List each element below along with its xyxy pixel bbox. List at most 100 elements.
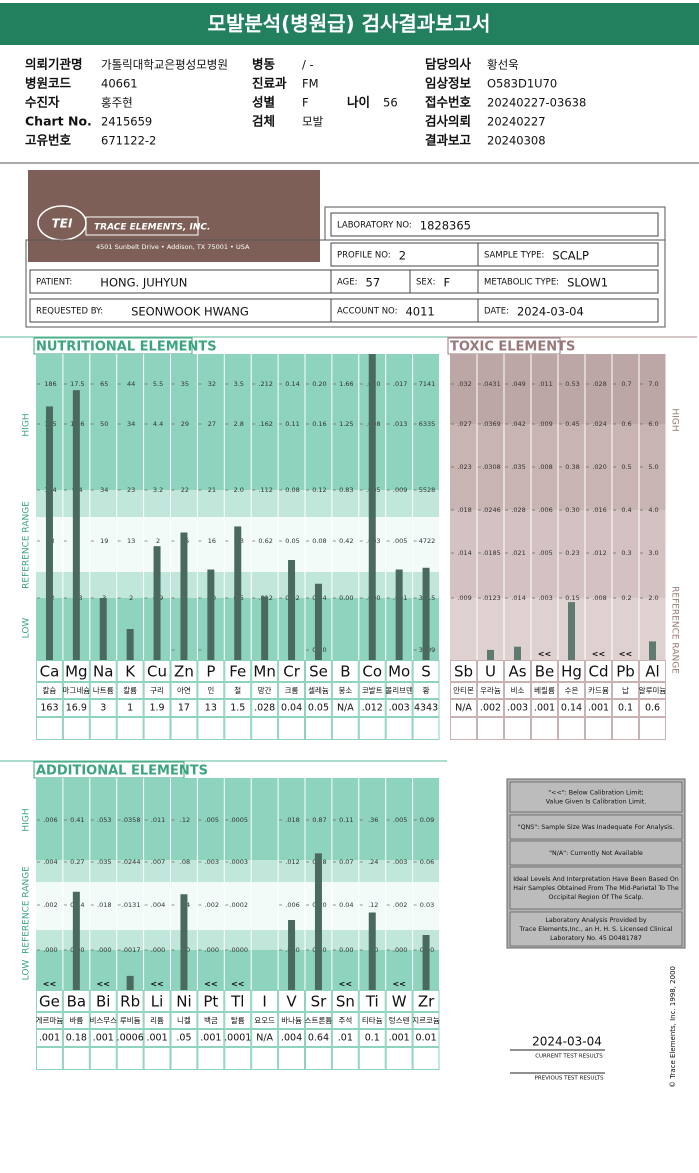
cell [612, 717, 639, 740]
element-name: 붕소 [338, 686, 352, 695]
scale-label: .032 [457, 380, 471, 388]
symbol: Pt [203, 993, 218, 1011]
cell [224, 682, 252, 699]
field-value: SLOW1 [567, 276, 608, 290]
bar [126, 975, 134, 990]
cell [504, 717, 531, 740]
scale-label: 6.0 [648, 420, 658, 428]
info-label: 의뢰기관명 [25, 57, 83, 72]
scale-label: 2.0 [234, 486, 244, 494]
section-title: TOXIC ELEMENTS [450, 340, 575, 355]
scale-label: 0.7 [621, 380, 631, 388]
scale-label: 0.53 [565, 380, 579, 388]
cell [170, 682, 198, 699]
cell [504, 699, 531, 717]
cell [412, 660, 440, 682]
patient-frame [25, 239, 666, 328]
scale-label: 22 [181, 486, 189, 494]
scale-label: 5.5 [153, 380, 163, 388]
scale-label: .0358 [122, 816, 141, 824]
symbol: Cr [283, 663, 300, 681]
info-value: 56 [383, 96, 398, 110]
scale-label: 0.38 [565, 463, 579, 471]
result: .012 [362, 703, 383, 714]
scale-label: .023 [457, 463, 471, 471]
cell [251, 699, 279, 717]
cell [639, 660, 666, 682]
lab-name-box [85, 216, 199, 236]
scale-label: .0005 [229, 816, 248, 824]
symbol: Tl [230, 993, 244, 1011]
result: .0001 [224, 1033, 251, 1044]
element-name: 알루미늄 [639, 686, 667, 695]
symbol: Rb [120, 993, 140, 1011]
cell [305, 1012, 332, 1029]
cell [143, 990, 171, 1012]
cell [224, 1047, 252, 1070]
bar [180, 894, 188, 990]
element-name: 나트륨 [93, 686, 114, 695]
symbol: Ti [365, 993, 379, 1011]
element-name: 크롬 [285, 686, 299, 695]
info-value: FM [302, 77, 319, 91]
scale-label: .000 [205, 946, 219, 954]
symbol: I [262, 993, 266, 1011]
symbol: Mn [253, 663, 275, 681]
cell [531, 717, 558, 740]
scale-label: .0002 [229, 901, 248, 909]
result: 0.1 [365, 1033, 380, 1044]
cell [358, 1029, 386, 1047]
field-label: AGE: [337, 278, 358, 288]
field-value: SCALP [552, 249, 589, 263]
cell [278, 1047, 306, 1070]
scale-label: .0244 [122, 858, 141, 866]
cell [412, 990, 440, 1012]
result: .001 [146, 1033, 167, 1044]
scale-label: .012 [285, 858, 299, 866]
scale-label: .36 [368, 816, 378, 824]
cell [358, 660, 386, 682]
scale-label: .006 [538, 506, 552, 514]
scale-label: .049 [511, 380, 525, 388]
info-label: 고유번호 [25, 133, 72, 148]
cell [639, 717, 666, 740]
cell [612, 699, 639, 717]
result: 1.9 [149, 703, 164, 714]
scale-label: 1.66 [339, 380, 353, 388]
info-value: 황선욱 [487, 58, 519, 72]
result: N/A [256, 1033, 273, 1044]
scale-label: 3.0 [648, 549, 658, 557]
scale-label: 19 [100, 537, 108, 545]
scale-label: 4.0 [648, 506, 658, 514]
band [36, 778, 440, 860]
scale-label: 0.07 [339, 858, 353, 866]
cell [89, 699, 117, 717]
cell [331, 1012, 359, 1029]
result: 1 [127, 703, 133, 714]
lab-name: TRACE ELEMENTS, INC. [94, 223, 210, 233]
cell [585, 717, 612, 740]
cell [412, 1012, 440, 1029]
cell [385, 990, 413, 1012]
note-line: "QNS": Sample Size Was Inadequate For An… [518, 824, 675, 831]
cell [116, 717, 144, 740]
element-name: 우라늄 [480, 686, 501, 695]
cell [278, 1012, 306, 1029]
scale-label: .000 [43, 946, 57, 954]
scale-label: 0.30 [565, 506, 579, 514]
symbol: Sr [311, 993, 328, 1011]
cell [36, 1029, 63, 1047]
element-name: 황 [423, 685, 430, 695]
cell [412, 1029, 440, 1047]
scale-label: 0.11 [339, 816, 353, 824]
side-label: REFERENCE RANGE [22, 501, 32, 589]
info-value: 20240227-03638 [487, 96, 586, 110]
cell [197, 699, 225, 717]
cell [89, 990, 117, 1012]
element-name: 루비듐 [120, 1016, 141, 1025]
scale-label: .028 [592, 380, 606, 388]
note-line: Laboratory Analysis Provided by [545, 917, 647, 924]
cell [224, 990, 252, 1012]
cell [197, 717, 225, 740]
scale-label: 2 [129, 594, 133, 602]
